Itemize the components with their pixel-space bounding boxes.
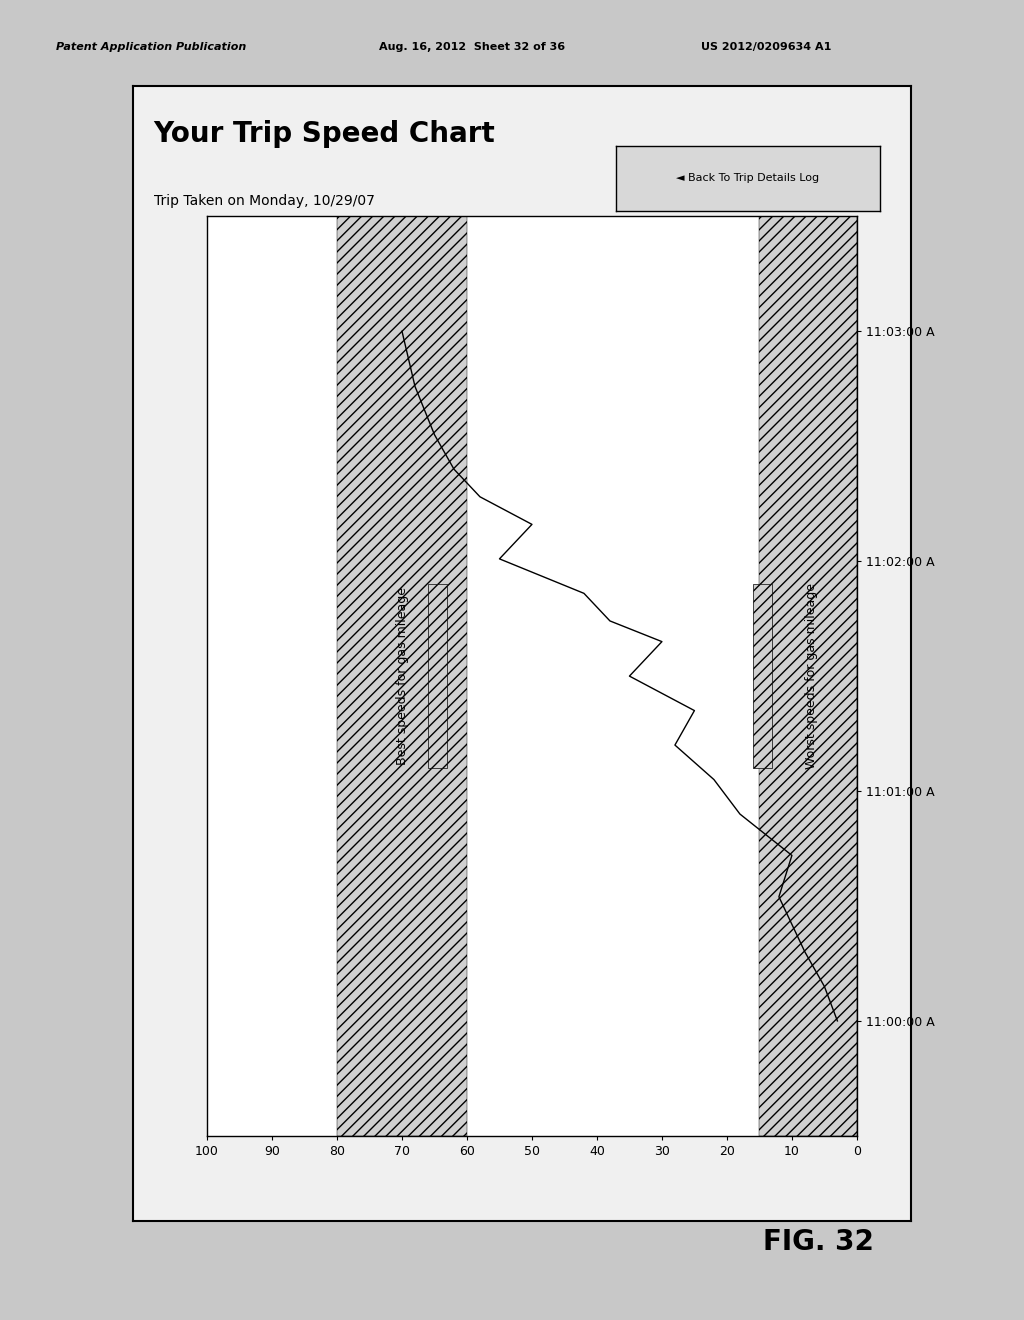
Bar [428, 585, 447, 768]
Text: Best speeds for gas mileage: Best speeds for gas mileage [395, 587, 409, 766]
Text: ◄ Back To Trip Details Log: ◄ Back To Trip Details Log [677, 173, 819, 183]
Text: US 2012/0209634 A1: US 2012/0209634 A1 [701, 42, 831, 53]
Text: Trip Taken on Monday, 10/29/07: Trip Taken on Monday, 10/29/07 [154, 194, 375, 207]
Text: Worst speeds for gas mileage: Worst speeds for gas mileage [805, 583, 818, 770]
Text: FIG. 32: FIG. 32 [763, 1228, 873, 1255]
Text: Patent Application Publication: Patent Application Publication [56, 42, 247, 53]
Bar [753, 585, 772, 768]
Text: Your Trip Speed Chart: Your Trip Speed Chart [154, 120, 496, 148]
Text: Aug. 16, 2012  Sheet 32 of 36: Aug. 16, 2012 Sheet 32 of 36 [379, 42, 565, 53]
